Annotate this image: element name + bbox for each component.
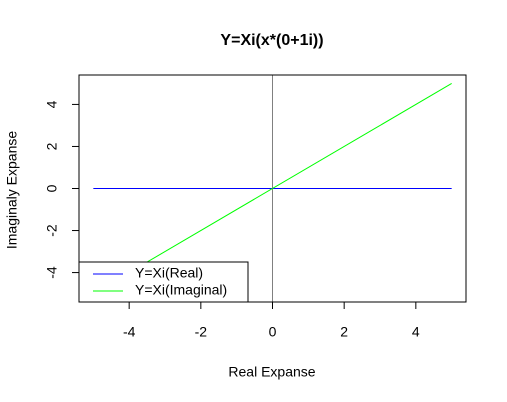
legend-label: Y=Xi(Real) bbox=[135, 265, 203, 281]
legend-label: Y=Xi(Imaginal) bbox=[135, 282, 227, 298]
legend-box bbox=[78, 261, 249, 303]
chart-title: Y=Xi(x*(0+1i)) bbox=[220, 32, 323, 49]
x-tick-label: 4 bbox=[412, 324, 420, 340]
y-tick-label: 2 bbox=[44, 142, 60, 150]
y-tick-label: -4 bbox=[44, 266, 60, 279]
x-axis-label: Real Expanse bbox=[228, 364, 315, 380]
y-tick-label: 0 bbox=[44, 184, 60, 192]
plot-frame bbox=[78, 74, 467, 303]
x-tick-label: -2 bbox=[195, 324, 208, 340]
x-tick-label: 2 bbox=[340, 324, 348, 340]
series-line bbox=[93, 82, 452, 295]
y-tick-label: 4 bbox=[44, 100, 60, 108]
y-tick-label: -2 bbox=[44, 224, 60, 237]
x-tick-label: -4 bbox=[123, 324, 136, 340]
x-tick-label: 0 bbox=[269, 324, 277, 340]
y-axis-label: Imaginaly Expanse bbox=[4, 131, 20, 250]
